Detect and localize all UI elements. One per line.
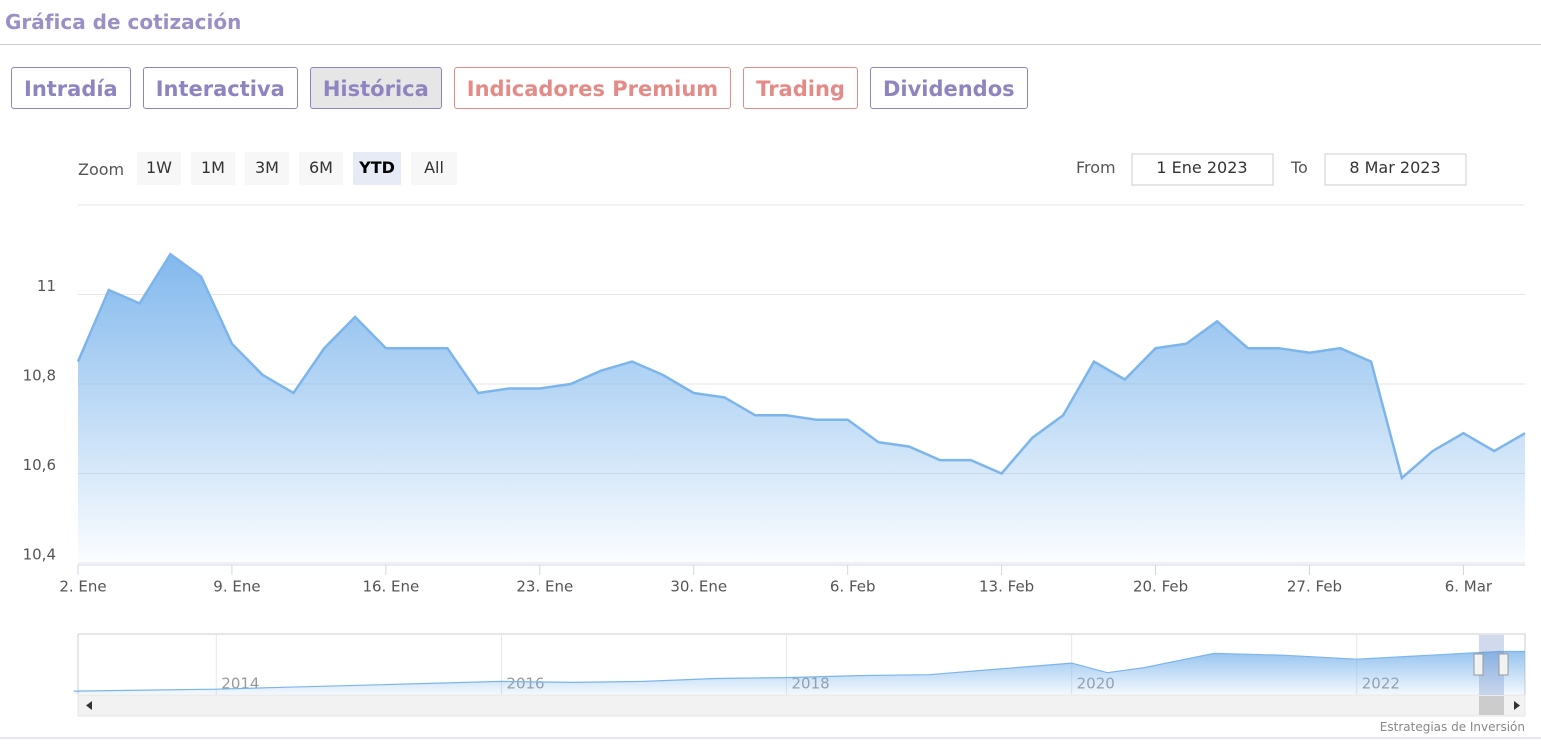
y-tick-label: 10,4 (23, 546, 56, 564)
x-tick-label: 6. Mar (1445, 578, 1493, 596)
to-value: 8 Mar 2023 (1349, 158, 1440, 177)
tab[interactable]: Histórica (309, 67, 442, 109)
divider (0, 44, 1541, 45)
tab[interactable]: Interactiva (142, 67, 298, 109)
zoom-button-label: YTD (358, 158, 395, 177)
zoom-button[interactable] (191, 152, 235, 185)
scroll-thumb[interactable] (1479, 696, 1504, 715)
zoom-button[interactable] (353, 152, 401, 185)
navigator-handle[interactable] (1498, 653, 1509, 676)
zoom-button[interactable] (245, 152, 289, 185)
x-tick-label: 6. Feb (830, 578, 876, 596)
x-tick-label: 13. Feb (979, 578, 1034, 596)
scrollbar[interactable] (77, 694, 1526, 717)
from-input[interactable] (1131, 153, 1274, 186)
zoom-button-label: All (424, 158, 444, 177)
to-input[interactable] (1324, 153, 1467, 186)
x-tick-label: 16. Ene (362, 578, 419, 596)
x-tick-label: 20. Feb (1133, 578, 1188, 596)
tab-bar: Intradía Interactiva Histórica Indicadores … (11, 67, 1028, 109)
from-value: 1 Ene 2023 (1156, 158, 1247, 177)
x-tick-label: 23. Ene (516, 578, 573, 596)
zoom-label: Zoom (78, 160, 124, 179)
zoom-button[interactable] (411, 152, 457, 185)
x-tick-label: 27. Feb (1287, 578, 1342, 596)
area-fill (78, 254, 1525, 563)
tab[interactable]: Indicadores Premium (453, 67, 732, 109)
tab[interactable]: Dividendos (869, 67, 1028, 109)
section-title: Gráfica de cotización (5, 10, 242, 34)
navigator-handle[interactable] (1473, 653, 1484, 676)
price-line (76, 252, 1526, 481)
navigator-line (73, 650, 1525, 692)
zoom-button[interactable] (137, 152, 181, 185)
from-label: From (1076, 158, 1116, 177)
y-tick-label: 10,8 (23, 367, 56, 385)
zoom-button-label: 6M (309, 158, 333, 177)
zoom-button-label: 1W (146, 158, 172, 177)
x-tick-label: 2. Ene (59, 578, 106, 596)
credit: Estrategias de Inversión (1380, 720, 1525, 734)
zoom-button[interactable] (299, 152, 343, 185)
scroll-left[interactable] (86, 701, 92, 710)
y-tick-label: 11 (37, 277, 56, 295)
to-label: To (1290, 158, 1308, 177)
scroll-right[interactable] (1514, 701, 1520, 710)
zoom-button-label: 3M (255, 158, 279, 177)
y-tick-label: 10,6 (23, 456, 56, 474)
tab[interactable]: Intradía (11, 67, 131, 109)
x-tick-label: 30. Ene (670, 578, 727, 596)
tab[interactable]: Trading (743, 67, 858, 109)
zoom-button-label: 1M (201, 158, 225, 177)
x-tick-label: 9. Ene (213, 578, 260, 596)
